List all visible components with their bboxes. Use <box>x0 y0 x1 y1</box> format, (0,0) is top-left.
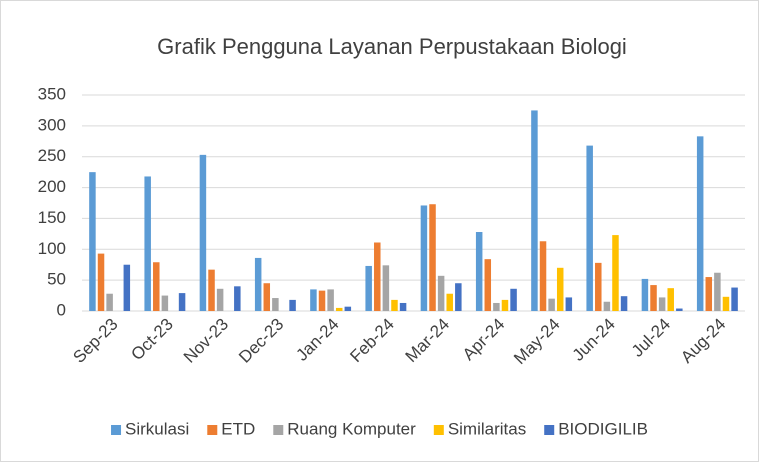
bar <box>310 289 317 311</box>
bar <box>714 272 721 311</box>
bar <box>208 269 215 311</box>
bar <box>455 283 462 311</box>
y-tick-label: 350 <box>38 84 66 103</box>
bar <box>705 277 713 311</box>
bar <box>641 278 649 311</box>
bar <box>89 172 96 311</box>
bar <box>446 293 453 311</box>
y-tick-label: 200 <box>38 177 66 196</box>
y-tick-label: 50 <box>47 270 66 289</box>
bar <box>97 253 105 311</box>
bar <box>548 298 555 311</box>
bar <box>510 288 517 311</box>
bar <box>327 289 334 311</box>
legend-swatch <box>273 425 284 435</box>
y-tick-label: 250 <box>38 146 66 165</box>
bar <box>586 145 593 311</box>
bar <box>475 232 483 311</box>
y-tick-label: 300 <box>38 115 66 134</box>
bar <box>722 296 730 311</box>
legend-label: Sirkulasi <box>125 419 189 438</box>
bar <box>501 299 509 311</box>
bar <box>531 110 538 311</box>
bar <box>365 265 372 311</box>
bar <box>539 241 547 311</box>
bar <box>620 296 628 311</box>
legend-swatch <box>433 425 444 435</box>
bar <box>437 275 445 311</box>
bar <box>254 257 262 311</box>
bar <box>484 259 492 311</box>
bar <box>318 290 326 311</box>
bar <box>676 308 683 311</box>
bar <box>106 293 113 311</box>
legend-label: ETD <box>221 419 255 438</box>
bar <box>263 283 271 311</box>
bar <box>650 285 657 311</box>
bar <box>144 176 151 311</box>
legend-swatch <box>111 425 122 435</box>
bar <box>696 136 704 311</box>
legend-swatch <box>207 425 218 435</box>
bar <box>289 299 296 311</box>
bar <box>556 267 564 311</box>
legend-label: Ruang Komputer <box>287 419 416 438</box>
bar <box>123 264 131 311</box>
legend-label: BIODIGILIB <box>558 419 648 438</box>
bar <box>272 298 279 311</box>
bar <box>429 204 436 311</box>
bar <box>216 288 224 311</box>
bar <box>603 301 611 311</box>
bar <box>344 306 352 311</box>
bar <box>161 295 169 311</box>
y-tick-label: 0 <box>57 300 66 319</box>
bar <box>399 302 407 311</box>
bar <box>420 205 428 311</box>
bar <box>493 302 500 311</box>
bar <box>382 265 390 311</box>
bar <box>153 262 160 311</box>
bar <box>612 235 619 311</box>
bar <box>667 288 674 311</box>
bar <box>199 154 207 311</box>
bar <box>595 262 602 311</box>
chart-title: Grafik Pengguna Layanan Perpustakaan Bio… <box>157 34 627 59</box>
bar <box>565 297 573 311</box>
legend-label: Similaritas <box>448 419 526 438</box>
bar <box>731 287 738 311</box>
legend-swatch <box>544 425 555 435</box>
bar <box>374 242 381 311</box>
y-tick-label: 150 <box>38 208 66 227</box>
bar <box>178 293 186 311</box>
y-tick-label: 100 <box>38 239 66 258</box>
bar <box>658 297 666 311</box>
bar <box>234 286 241 311</box>
bar <box>335 307 343 311</box>
bar <box>391 299 398 311</box>
